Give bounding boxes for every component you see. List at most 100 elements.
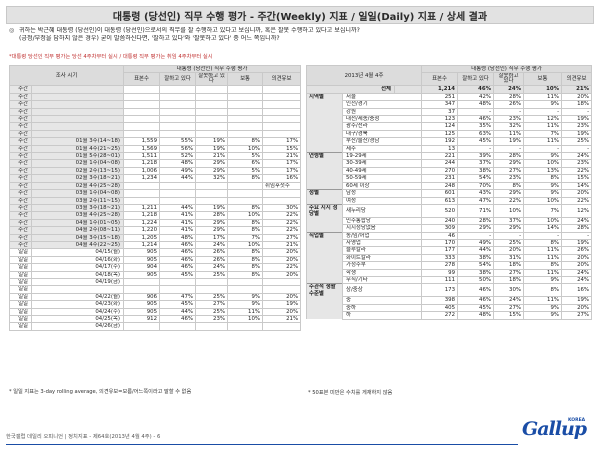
bad-cell xyxy=(195,277,229,287)
bad-header: 잘못하고 있다 xyxy=(195,72,229,87)
subgroup-label: 강원 xyxy=(341,107,423,117)
n-cell xyxy=(123,92,161,102)
good-cell: 70% xyxy=(457,181,495,191)
footer-rule xyxy=(6,444,518,445)
dk-cell: 20% xyxy=(262,307,302,317)
n-cell: 221 xyxy=(421,152,459,161)
neutral-cell: 10% xyxy=(227,314,264,324)
neutral-cell: 9% xyxy=(523,189,563,198)
bad-cell: 32% xyxy=(195,174,229,183)
subgroup-label: 새누리당 xyxy=(341,203,423,218)
segment-row: 대전/세종/충청 123 46% 23% 12% 19% xyxy=(306,115,593,124)
dk-cell: 18% xyxy=(561,100,593,109)
neutral-cell xyxy=(227,285,264,294)
neutral-cell: 5% xyxy=(227,166,264,176)
good-cell: 46% xyxy=(159,263,197,272)
segment-row: 학생 99 38% 27% 11% 24% xyxy=(306,268,593,278)
weekly-row: 주간 04월 2주(08~11) 1,220 41% 29% 8% 22% xyxy=(9,226,302,235)
period-cell: 03월 4주(25~28) xyxy=(30,211,125,220)
n-cell xyxy=(123,107,161,117)
row-type-label: 주간 xyxy=(9,233,32,242)
period-cell: 04/15(월) xyxy=(30,248,125,257)
n-cell xyxy=(123,196,161,205)
dk-cell: 20% xyxy=(561,253,593,263)
dk-cell: 22% xyxy=(262,226,302,235)
segment-row: 인천/경기 347 48% 26% 9% 18% xyxy=(306,100,593,109)
right-good-header: 잘하고 있다 xyxy=(457,72,495,87)
n-cell: 1,205 xyxy=(123,233,161,242)
question-line-1: ◎ 귀하는 박근혜 대통령 (당선인)이 대통령 (당선인)으로서의 직무를 잘 … xyxy=(9,27,589,35)
bad-cell: 31% xyxy=(493,253,525,263)
n-cell: 251 xyxy=(421,92,459,102)
good-cell: 46% xyxy=(159,240,197,250)
n-cell: 1,569 xyxy=(123,144,161,154)
good-cell xyxy=(159,277,197,287)
neutral-cell: 10% xyxy=(523,159,563,168)
good-cell: 29% xyxy=(457,224,495,233)
segment-row: 지지정당없음 309 29% 29% 14% 28% xyxy=(306,224,593,233)
period-cell xyxy=(30,107,125,117)
segment-row: 여성 613 47% 22% 10% 22% xyxy=(306,196,593,205)
bad-cell: 23% xyxy=(195,314,229,324)
bad-cell: 37% xyxy=(493,216,525,226)
dk-cell: 27% xyxy=(561,311,593,320)
good-cell: - xyxy=(457,144,495,154)
row-type-label: 주간 xyxy=(9,129,32,139)
segment-row: 중 398 46% 24% 11% 19% xyxy=(306,296,593,305)
bad-cell: 27% xyxy=(493,303,525,313)
subgroup-label: 서울 xyxy=(341,92,423,102)
good-cell: 54% xyxy=(457,261,495,270)
segment-label-continued xyxy=(306,159,343,168)
segment-row: 무직/기타 111 50% 18% 9% 24% xyxy=(306,276,593,285)
right-n-header: 표본수 xyxy=(421,72,459,87)
title-bar: 대통령 (당선인) 직무 수행 평가 - 주간(Weekly) 지표 / 일일(… xyxy=(6,6,594,24)
total-dk-cell: 21% xyxy=(561,85,593,94)
neutral-cell: 11% xyxy=(523,253,563,263)
good-cell: 39% xyxy=(457,152,495,161)
neutral-cell: 7% xyxy=(523,129,563,139)
period-cell: 04/26(금) xyxy=(30,322,125,331)
period-cell: 04/25(목) xyxy=(30,314,125,324)
n-cell: 333 xyxy=(421,253,459,263)
bad-cell: 18% xyxy=(493,276,525,285)
weekly-row: 주간 03월 1주(04~08) xyxy=(9,189,302,198)
good-cell: 35% xyxy=(457,122,495,131)
dk-cell xyxy=(262,115,302,124)
period-cell: 02월 1주(04~08) xyxy=(30,159,125,168)
weekly-row: 주간 xyxy=(9,100,302,109)
row-type-label: 주간 xyxy=(9,92,32,102)
n-cell: 231 xyxy=(421,174,459,183)
bad-cell: 26% xyxy=(195,248,229,257)
subgroup-label: 화이트칼라 xyxy=(341,253,423,263)
bad-cell: 26% xyxy=(493,100,525,109)
dk-cell: 15% xyxy=(262,144,302,154)
segment-row: 대구/경북 125 63% 11% 7% 19% xyxy=(306,129,593,139)
good-cell: 46% xyxy=(159,255,197,265)
dk-cell: 27% xyxy=(262,233,302,242)
dk-cell: 17% xyxy=(262,166,302,176)
gallup-logo: Gallup KOREA xyxy=(520,418,592,442)
row-type-label: 일일 xyxy=(9,255,32,265)
segment-row: 블루칼라 177 44% 20% 11% 26% xyxy=(306,246,593,255)
page-footer: 한국갤럽 데일리 오피니언 | 정치지표 - 제64호(2013년 4월 4주)… xyxy=(6,434,161,440)
row-type-label: 주간 xyxy=(9,152,32,161)
segment-label-continued xyxy=(306,174,343,183)
neutral-cell: 10% xyxy=(227,144,264,154)
weekly-row: 주간 xyxy=(9,122,302,131)
subgroup-label: 하 xyxy=(341,311,423,320)
n-cell: 270 xyxy=(421,166,459,176)
n-cell: 111 xyxy=(421,276,459,285)
good-cell: - xyxy=(457,231,495,241)
subgroup-label: 학생 xyxy=(341,268,423,278)
n-cell: 248 xyxy=(421,181,459,191)
weekly-row: 주간 xyxy=(9,92,302,102)
dk-cell: 22% xyxy=(262,263,302,272)
good-cell: 46% xyxy=(457,115,495,124)
neutral-cell: 9% xyxy=(523,181,563,191)
subgroup-label: 여성 xyxy=(341,196,423,205)
segment-row: 자영업 170 49% 25% 8% 19% xyxy=(306,239,593,248)
dk-cell: 20% xyxy=(262,248,302,257)
n-cell: 240 xyxy=(421,216,459,226)
bad-cell: 29% xyxy=(195,226,229,235)
period-cell: 04/17(수) xyxy=(30,263,125,272)
